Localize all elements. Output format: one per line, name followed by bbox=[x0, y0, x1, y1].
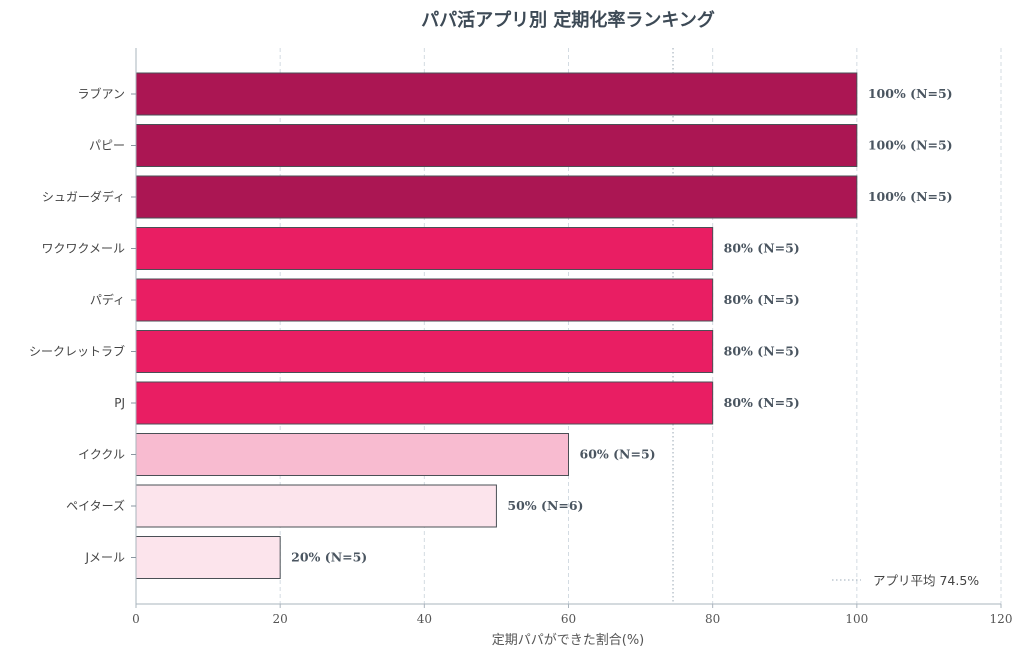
data-label: 80% (N=5) bbox=[724, 241, 800, 256]
bar bbox=[135, 484, 497, 528]
x-tick-label: 120 bbox=[990, 612, 1013, 626]
data-label: 100% (N=5) bbox=[868, 138, 953, 153]
category-label: Jメール bbox=[84, 551, 125, 565]
category-label: シークレットラブ bbox=[29, 344, 125, 359]
x-tick-label: 40 bbox=[417, 612, 432, 626]
data-label: 80% (N=5) bbox=[724, 395, 800, 410]
data-label: 100% (N=5) bbox=[868, 189, 953, 204]
x-tick-label: 60 bbox=[561, 612, 576, 626]
bar bbox=[135, 124, 858, 167]
x-tick-label: 80 bbox=[705, 612, 720, 626]
legend: アプリ平均 74.5% bbox=[832, 573, 979, 588]
bar bbox=[135, 330, 714, 373]
category-label: ペイターズ bbox=[66, 498, 125, 513]
category-label: ラブアン bbox=[77, 86, 125, 101]
bar bbox=[135, 278, 714, 322]
data-label: 60% (N=5) bbox=[580, 447, 656, 462]
category-label: パディ bbox=[90, 292, 125, 307]
bar bbox=[135, 175, 858, 219]
legend-reference-label: アプリ平均 74.5% bbox=[873, 573, 979, 588]
category-label: イククル bbox=[78, 448, 125, 462]
data-label: 80% (N=5) bbox=[724, 292, 800, 307]
x-tick-label: 0 bbox=[132, 612, 140, 626]
bar bbox=[135, 381, 714, 425]
bar bbox=[135, 227, 714, 270]
x-tick-label: 20 bbox=[273, 612, 288, 626]
x-tick-labels: 0 20 40 60 80 100 120 bbox=[132, 604, 1012, 626]
data-label: 80% (N=5) bbox=[724, 344, 800, 359]
data-label: 20% (N=5) bbox=[291, 550, 367, 565]
chart-title: パパ活アプリ別 定期化率ランキング bbox=[421, 9, 715, 31]
bar bbox=[135, 433, 569, 476]
x-tick-label: 100 bbox=[845, 612, 868, 626]
x-axis-label: 定期パパができた割合(%) bbox=[492, 632, 645, 648]
category-label: PJ bbox=[114, 396, 125, 410]
bar bbox=[135, 536, 281, 579]
bars bbox=[135, 72, 858, 579]
data-labels: 100% (N=5) 100% (N=5) 100% (N=5) 80% (N=5) 8… bbox=[291, 86, 952, 565]
data-label: 100% (N=5) bbox=[868, 86, 953, 101]
category-label: シュガーダディ bbox=[42, 189, 125, 204]
category-label: パピー bbox=[89, 139, 125, 153]
data-label: 50% (N=6) bbox=[507, 498, 583, 513]
bar bbox=[135, 72, 858, 116]
category-label: ワクワクメール bbox=[41, 242, 125, 256]
